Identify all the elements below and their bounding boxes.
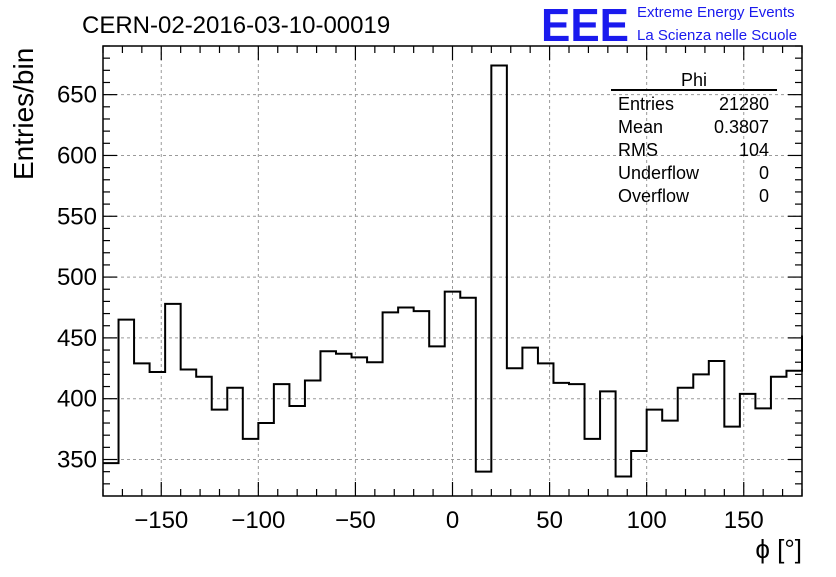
- stats-value: 0: [759, 163, 769, 183]
- y-tick-label: 650: [57, 82, 97, 109]
- logo-line-2: La Scienza nelle Scuole: [637, 27, 797, 44]
- y-tick-label: 450: [57, 325, 97, 352]
- stats-value: 0: [759, 186, 769, 206]
- x-tick-label: −50: [335, 507, 376, 534]
- x-axis-label: ϕ [°]: [755, 534, 802, 564]
- logo-line-1: Extreme Energy Events: [637, 4, 795, 21]
- x-tick-label: −100: [231, 507, 285, 534]
- grid-lines: [103, 46, 802, 496]
- eee-logo: EEE: [541, 0, 629, 51]
- stats-label: Mean: [618, 117, 663, 137]
- y-tick-label: 550: [57, 203, 97, 230]
- stats-label: Underflow: [618, 163, 700, 183]
- x-tick-label: 100: [627, 507, 667, 534]
- y-tick-label: 400: [57, 386, 97, 413]
- stats-box: Phi Entries 21280 Mean 0.3807 RMS 104 Un…: [611, 70, 777, 206]
- run-title: CERN-02-2016-03-10-00019: [82, 12, 390, 39]
- y-axis-label: Entries/bin: [8, 48, 39, 180]
- y-tick-label: 500: [57, 264, 97, 291]
- stats-value: 21280: [719, 94, 769, 114]
- y-tick-label: 600: [57, 142, 97, 169]
- axis-ticks: [102, 45, 803, 496]
- stats-value: 104: [739, 140, 769, 160]
- stats-label: RMS: [618, 140, 658, 160]
- x-tick-label: 0: [446, 507, 459, 534]
- x-tick-label: 50: [536, 507, 563, 534]
- histogram-series: [103, 64, 803, 478]
- stats-label: Entries: [618, 94, 674, 114]
- x-tick-label: 150: [724, 507, 764, 534]
- stats-label: Overflow: [618, 186, 690, 206]
- histogram-line: [103, 64, 803, 478]
- stats-value: 0.3807: [714, 117, 769, 137]
- y-tick-label: 350: [57, 447, 97, 474]
- tick-labels: −150 −100 −50 0 50 100 150 350 400 450 500 550 600 65…: [57, 82, 764, 534]
- stats-title: Phi: [681, 70, 707, 90]
- x-tick-label: −150: [134, 507, 188, 534]
